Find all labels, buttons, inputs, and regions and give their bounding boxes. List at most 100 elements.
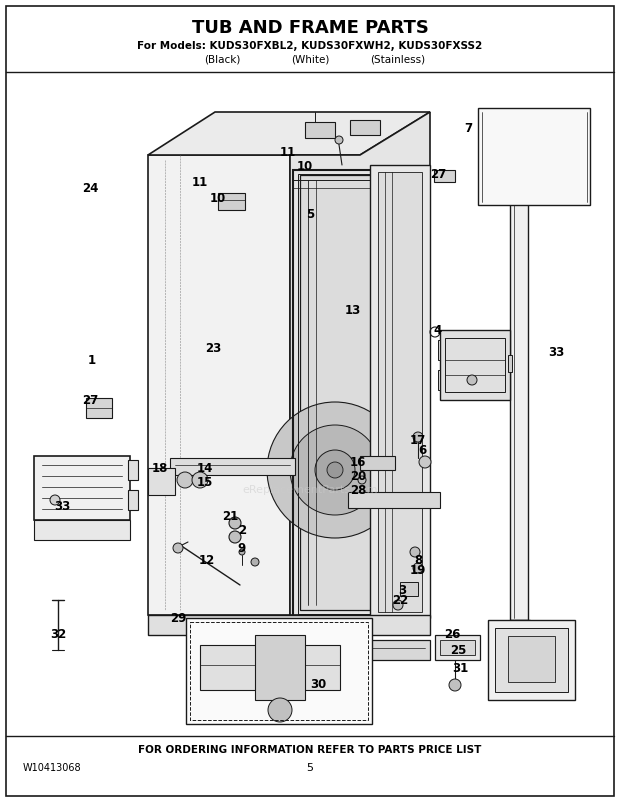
Text: 13: 13 (345, 303, 361, 317)
Polygon shape (128, 490, 138, 510)
Polygon shape (434, 170, 455, 182)
Polygon shape (348, 492, 440, 508)
Polygon shape (148, 112, 430, 155)
Polygon shape (300, 175, 420, 610)
Text: 30: 30 (310, 678, 326, 691)
Bar (190, 622, 368, 720)
Text: 32: 32 (50, 629, 66, 642)
Polygon shape (438, 340, 440, 360)
Text: 20: 20 (350, 469, 366, 483)
Circle shape (290, 425, 380, 515)
Polygon shape (350, 120, 380, 135)
Text: 12: 12 (199, 553, 215, 566)
Polygon shape (495, 628, 568, 692)
Circle shape (267, 402, 403, 538)
Polygon shape (510, 620, 560, 640)
Bar (186, 618, 372, 724)
Text: 18: 18 (152, 461, 168, 475)
Circle shape (50, 495, 60, 505)
Text: 10: 10 (210, 192, 226, 205)
Circle shape (251, 558, 259, 566)
Circle shape (419, 456, 431, 468)
Text: 33: 33 (54, 500, 70, 512)
Text: 1: 1 (88, 354, 96, 367)
Text: 21: 21 (222, 509, 238, 522)
Polygon shape (170, 458, 295, 475)
Text: 31: 31 (452, 662, 468, 674)
Circle shape (335, 136, 343, 144)
Polygon shape (148, 615, 430, 635)
Polygon shape (305, 122, 335, 138)
Polygon shape (478, 108, 590, 205)
Polygon shape (508, 636, 555, 682)
Polygon shape (440, 330, 510, 400)
Text: 27: 27 (430, 168, 446, 181)
Text: 29: 29 (170, 611, 186, 625)
Text: TUB AND FRAME PARTS: TUB AND FRAME PARTS (192, 19, 428, 37)
Polygon shape (488, 620, 575, 700)
Polygon shape (86, 398, 112, 418)
Text: FOR ORDERING INFORMATION REFER TO PARTS PRICE LIST: FOR ORDERING INFORMATION REFER TO PARTS … (138, 745, 482, 755)
Text: 5: 5 (306, 209, 314, 221)
Text: 11: 11 (280, 145, 296, 159)
Polygon shape (148, 155, 290, 615)
Circle shape (268, 698, 292, 722)
Circle shape (327, 462, 343, 478)
Text: 7: 7 (464, 121, 472, 135)
Text: (Stainless): (Stainless) (370, 55, 425, 65)
Text: 8: 8 (414, 553, 422, 566)
Polygon shape (510, 195, 528, 620)
Text: 25: 25 (450, 643, 466, 657)
Polygon shape (440, 640, 475, 655)
Text: 22: 22 (392, 593, 408, 606)
Circle shape (413, 432, 423, 442)
Polygon shape (34, 520, 130, 540)
Text: 15: 15 (197, 476, 213, 488)
Text: 27: 27 (82, 394, 98, 407)
Circle shape (358, 476, 366, 484)
Circle shape (192, 472, 208, 488)
Polygon shape (34, 456, 130, 520)
Polygon shape (438, 370, 440, 390)
Polygon shape (508, 355, 512, 372)
Text: 26: 26 (444, 629, 460, 642)
Polygon shape (435, 635, 480, 660)
Text: 4: 4 (434, 323, 442, 337)
Circle shape (229, 531, 241, 543)
Polygon shape (218, 193, 245, 210)
Text: 3: 3 (398, 584, 406, 597)
Polygon shape (400, 582, 418, 596)
Text: 10: 10 (297, 160, 313, 173)
Text: 9: 9 (238, 541, 246, 554)
Circle shape (173, 543, 183, 553)
Text: 24: 24 (82, 181, 98, 195)
Text: 17: 17 (410, 434, 426, 447)
Text: (White): (White) (291, 55, 329, 65)
Text: 2: 2 (238, 524, 246, 537)
Polygon shape (255, 635, 305, 700)
Text: 16: 16 (350, 456, 366, 468)
Circle shape (410, 547, 420, 557)
Circle shape (449, 679, 461, 691)
Circle shape (413, 563, 423, 573)
Text: 11: 11 (192, 176, 208, 189)
Text: 19: 19 (410, 564, 426, 577)
Text: 5: 5 (306, 763, 314, 773)
Text: For Models: KUDS30FXBL2, KUDS30FXWH2, KUDS30FXSS2: For Models: KUDS30FXBL2, KUDS30FXWH2, KU… (138, 41, 482, 51)
Polygon shape (360, 456, 395, 470)
Polygon shape (148, 468, 175, 495)
Polygon shape (378, 172, 422, 612)
Circle shape (177, 472, 193, 488)
Polygon shape (200, 645, 340, 690)
Text: 14: 14 (197, 461, 213, 475)
Text: 23: 23 (205, 342, 221, 354)
Text: (Black): (Black) (204, 55, 240, 65)
Circle shape (239, 549, 245, 555)
Polygon shape (370, 165, 430, 618)
Text: 33: 33 (548, 346, 564, 358)
Polygon shape (128, 460, 138, 480)
Text: 28: 28 (350, 484, 366, 496)
Circle shape (315, 450, 355, 490)
Polygon shape (200, 640, 430, 660)
Text: W10413068: W10413068 (23, 763, 81, 773)
